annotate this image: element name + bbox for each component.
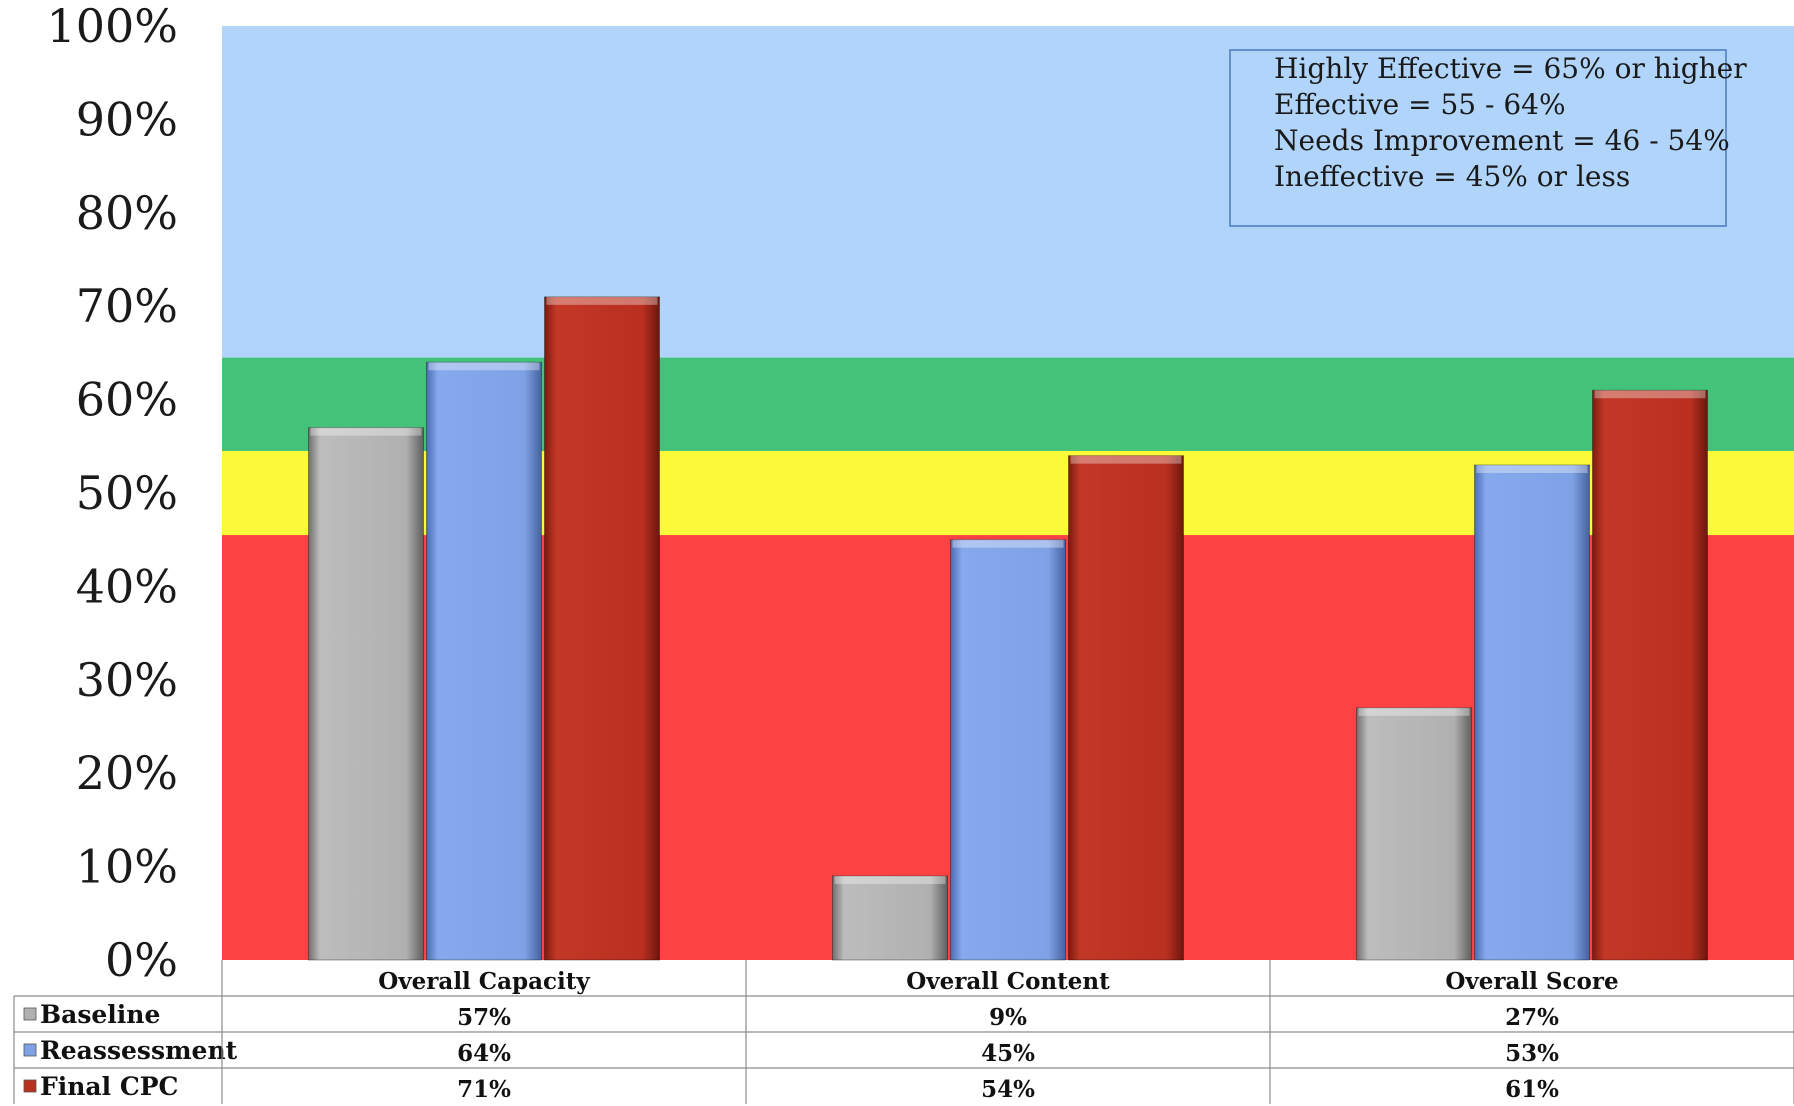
y-tick-label: 60% [76,373,178,427]
category-label: Overall Capacity [378,968,590,995]
bar-body [1474,464,1590,961]
bar-baseline-2 [1356,707,1472,961]
y-tick-label: 10% [76,840,178,894]
bar-body [544,296,660,961]
data-label: 45% [981,1040,1035,1067]
bar-top-bevel [546,296,658,305]
legend-key-final-cpc [23,1079,37,1093]
bar-final-cpc-2 [1592,389,1708,961]
y-tick-label: 0% [105,933,178,987]
series-label: Reassessment [40,1036,238,1065]
bar-top-bevel [1358,707,1470,716]
y-tick-label: 40% [76,559,178,613]
bar-baseline-1 [832,875,948,961]
data-label: 54% [981,1076,1035,1103]
bar-body [832,875,948,961]
bar-top-bevel [310,427,422,436]
bar-reassessment-1 [950,539,1066,961]
effectiveness-key-line: Needs Improvement = 46 - 54% [1274,124,1730,157]
category-label: Overall Score [1445,968,1618,995]
data-label: 64% [457,1040,511,1067]
bar-body [950,539,1066,961]
bar-top-bevel [428,362,540,371]
effectiveness-key-line: Highly Effective = 65% or higher [1274,52,1747,85]
legend-key-reassessment [23,1043,37,1057]
bar-top-bevel [952,539,1064,548]
bar-final-cpc-1 [1068,455,1184,961]
y-tick-label: 90% [76,92,178,146]
data-label: 53% [1505,1040,1559,1067]
y-tick-label: 70% [76,279,178,333]
bar-reassessment-0 [426,361,542,961]
bar-body [308,427,424,961]
data-label: 71% [457,1076,511,1103]
bar-body [426,361,542,961]
bar-reassessment-2 [1474,464,1590,961]
bar-body [1356,707,1472,961]
data-label: 61% [1505,1076,1559,1103]
legend-key-baseline [23,1007,37,1021]
bar-top-bevel [1476,464,1588,473]
effectiveness-key-line: Ineffective = 45% or less [1274,160,1630,193]
y-tick-label: 30% [76,653,178,707]
data-label: 27% [1505,1004,1559,1031]
series-label: Final CPC [40,1072,178,1101]
y-tick-label: 80% [76,186,178,240]
data-label: 57% [457,1004,511,1031]
bar-top-bevel [1070,455,1182,464]
bar-top-bevel [1594,390,1706,399]
bar-body [1592,389,1708,961]
y-tick-label: 50% [76,466,178,520]
bar-baseline-0 [308,427,424,961]
effectiveness-key-box [1229,49,1727,227]
bar-top-bevel [834,875,946,884]
category-label: Overall Content [906,968,1110,995]
bar-body [1068,455,1184,961]
bar-final-cpc-0 [544,296,660,961]
y-tick-label: 100% [46,0,178,53]
data-label: 9% [989,1004,1027,1031]
y-tick-label: 20% [76,746,178,800]
effectiveness-key-line: Effective = 55 - 64% [1274,88,1566,121]
series-label: Baseline [40,1000,160,1029]
